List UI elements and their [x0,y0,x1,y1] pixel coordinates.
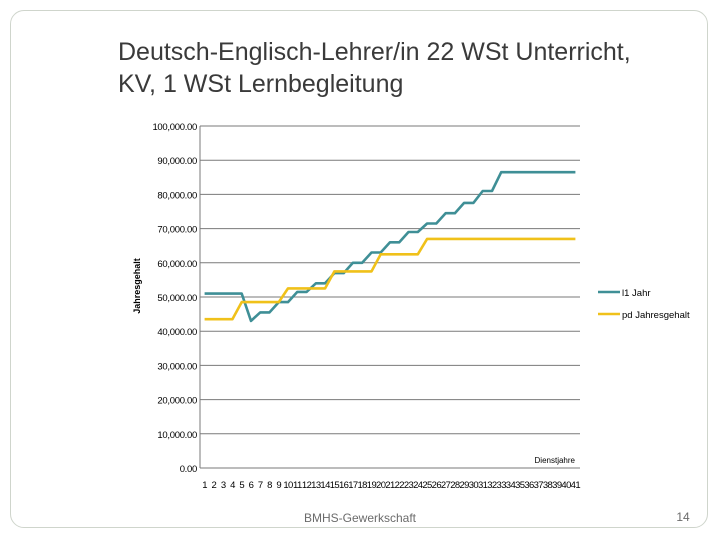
chart-legend: l1 Jahr pd Jahresgehalt [598,288,690,321]
x-tick-label: 24 [413,480,423,491]
title-line-2: KV, 1 WSt Lernbegleitung [118,70,404,98]
x-tick-label: 35 [515,480,525,491]
x-tick-label: 36 [524,480,534,491]
series-line-2 [204,237,576,321]
y-tick-labels: 0.00 10,000.00 20,000.00 30,000.00 40,000.00… [152,122,197,475]
y-tick-label: 0.00 [180,464,197,475]
y-tick-label: 40,000.00 [157,327,197,338]
x-tick-label: 19 [367,480,377,491]
x-tick-label: 13 [311,480,321,491]
page-number: 14 [676,510,690,524]
y-axis-label: Jahresgehalt [132,258,142,314]
title-line-1: Deutsch-Englisch-Lehrer/in 22 WSt Unterr… [118,38,631,66]
x-tick-label: 3 [221,480,226,491]
chart-series [204,170,576,323]
y-tick-label: 60,000.00 [157,259,197,270]
x-tick-label: 22 [395,480,405,491]
slide-frame [10,10,708,528]
y-tick-label: 90,000.00 [157,156,197,167]
x-tick-label: 29 [459,480,469,491]
x-tick-label: 30 [469,480,479,491]
x-tick-label: 9 [276,480,281,491]
x-tick-label: 5 [239,480,244,491]
x-tick-label: 39 [552,480,562,491]
x-tick-label: 18 [358,480,368,491]
footer-text: BMHS-Gewerkschaft [303,511,417,525]
x-tick-label: 37 [534,480,544,491]
x-tick-label: 34 [506,480,516,491]
x-tick-label: 12 [302,480,312,491]
x-tick-label: 4 [230,480,235,491]
x-tick-label: 27 [441,480,451,491]
y-tick-label: 20,000.00 [157,396,197,407]
x-tick-label: 25 [422,480,432,491]
slide-title: Deutsch-Englisch-Lehrer/in 22 WSt Unterr… [118,36,708,100]
y-tick-label: 30,000.00 [157,361,197,372]
x-tick-label: 41 [571,480,581,491]
x-tick-label: 1 [202,480,207,491]
x-tick-label: 2 [212,480,217,491]
x-tick-label: 38 [543,480,553,491]
x-tick-label: 14 [320,480,330,491]
legend-label: l1 Jahr [622,288,651,299]
x-tick-label: 21 [385,480,395,491]
y-tick-label: 50,000.00 [157,293,197,304]
series-line-1 [204,170,576,323]
x-tick-label: 7 [258,480,263,491]
x-tick-label: 26 [432,480,442,491]
y-tick-label: 100,000.00 [152,122,197,133]
x-tick-label: 17 [348,480,358,491]
x-tick-labels: 1 2 3 4 5 6 7 8 9 10 11 12 13 14 15 16 17 18 19 20 21 22 23 24 2… [202,480,581,491]
x-tick-label: 33 [497,480,507,491]
x-tick-label: 10 [283,480,293,491]
x-axis-label: Dienstjahre [535,456,576,465]
x-tick-label: 16 [339,480,349,491]
x-tick-label: 32 [487,480,497,491]
x-tick-label: 20 [376,480,386,491]
y-tick-label: 70,000.00 [157,225,197,236]
x-tick-label: 15 [330,480,340,491]
x-tick-label: 28 [450,480,460,491]
x-tick-label: 40 [561,480,571,491]
chart-gridlines [199,125,580,469]
x-tick-label: 8 [267,480,272,491]
x-tick-label: 31 [478,480,488,491]
x-tick-label: 6 [249,480,254,491]
x-tick-label: 11 [293,480,302,491]
y-tick-label: 80,000.00 [157,190,197,201]
y-tick-label: 10,000.00 [157,430,197,441]
legend-label: pd Jahresgehalt [622,310,690,321]
x-tick-label: 23 [404,480,414,491]
